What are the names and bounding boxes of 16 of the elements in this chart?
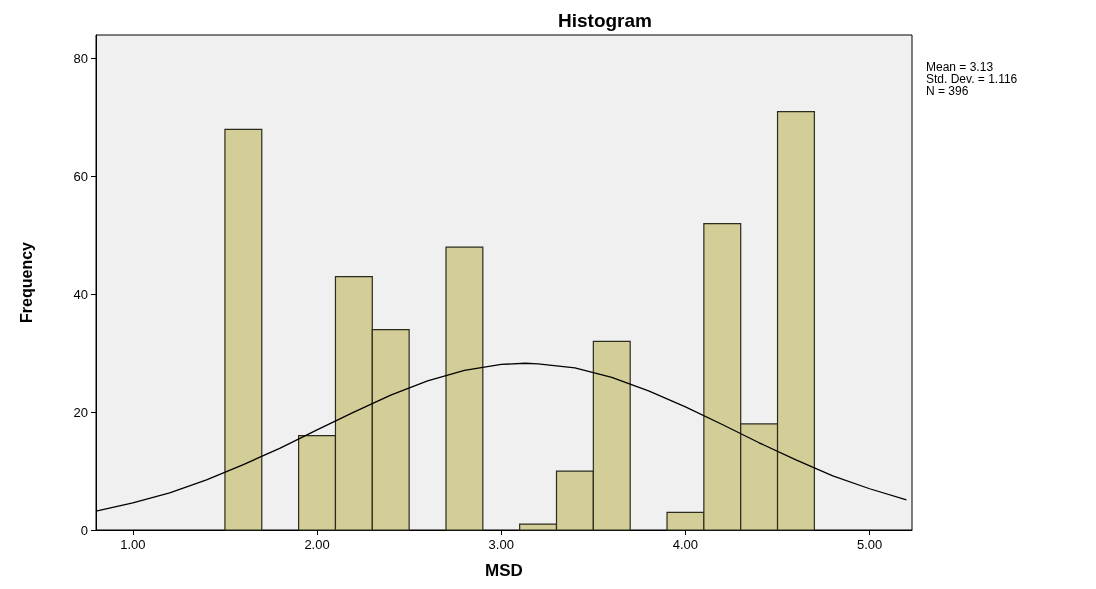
y-axis-title: Frequency — [17, 241, 35, 323]
chart-title: Histogram — [558, 10, 652, 31]
x-axis-title: MSD — [485, 561, 523, 580]
text: Mean = 3.13 — [926, 60, 994, 74]
x-tick-label: 3.00 — [488, 537, 514, 552]
y-tick-label: 40 — [73, 286, 88, 302]
y-tick-label: 80 — [73, 51, 88, 67]
x-tick-label: 5.00 — [856, 537, 883, 552]
x-tick-label: 2.00 — [304, 537, 330, 552]
y-tick-label: 60 — [73, 168, 88, 184]
y-tick-label: 20 — [73, 404, 88, 420]
text: Std. Dev. = 1.116 — [926, 72, 1018, 86]
text: N = 396 — [926, 84, 969, 98]
x-tick-label: 1.00 — [120, 537, 146, 552]
y-tick-label: 0 — [80, 522, 88, 538]
x-tick-label: 4.00 — [672, 537, 699, 552]
